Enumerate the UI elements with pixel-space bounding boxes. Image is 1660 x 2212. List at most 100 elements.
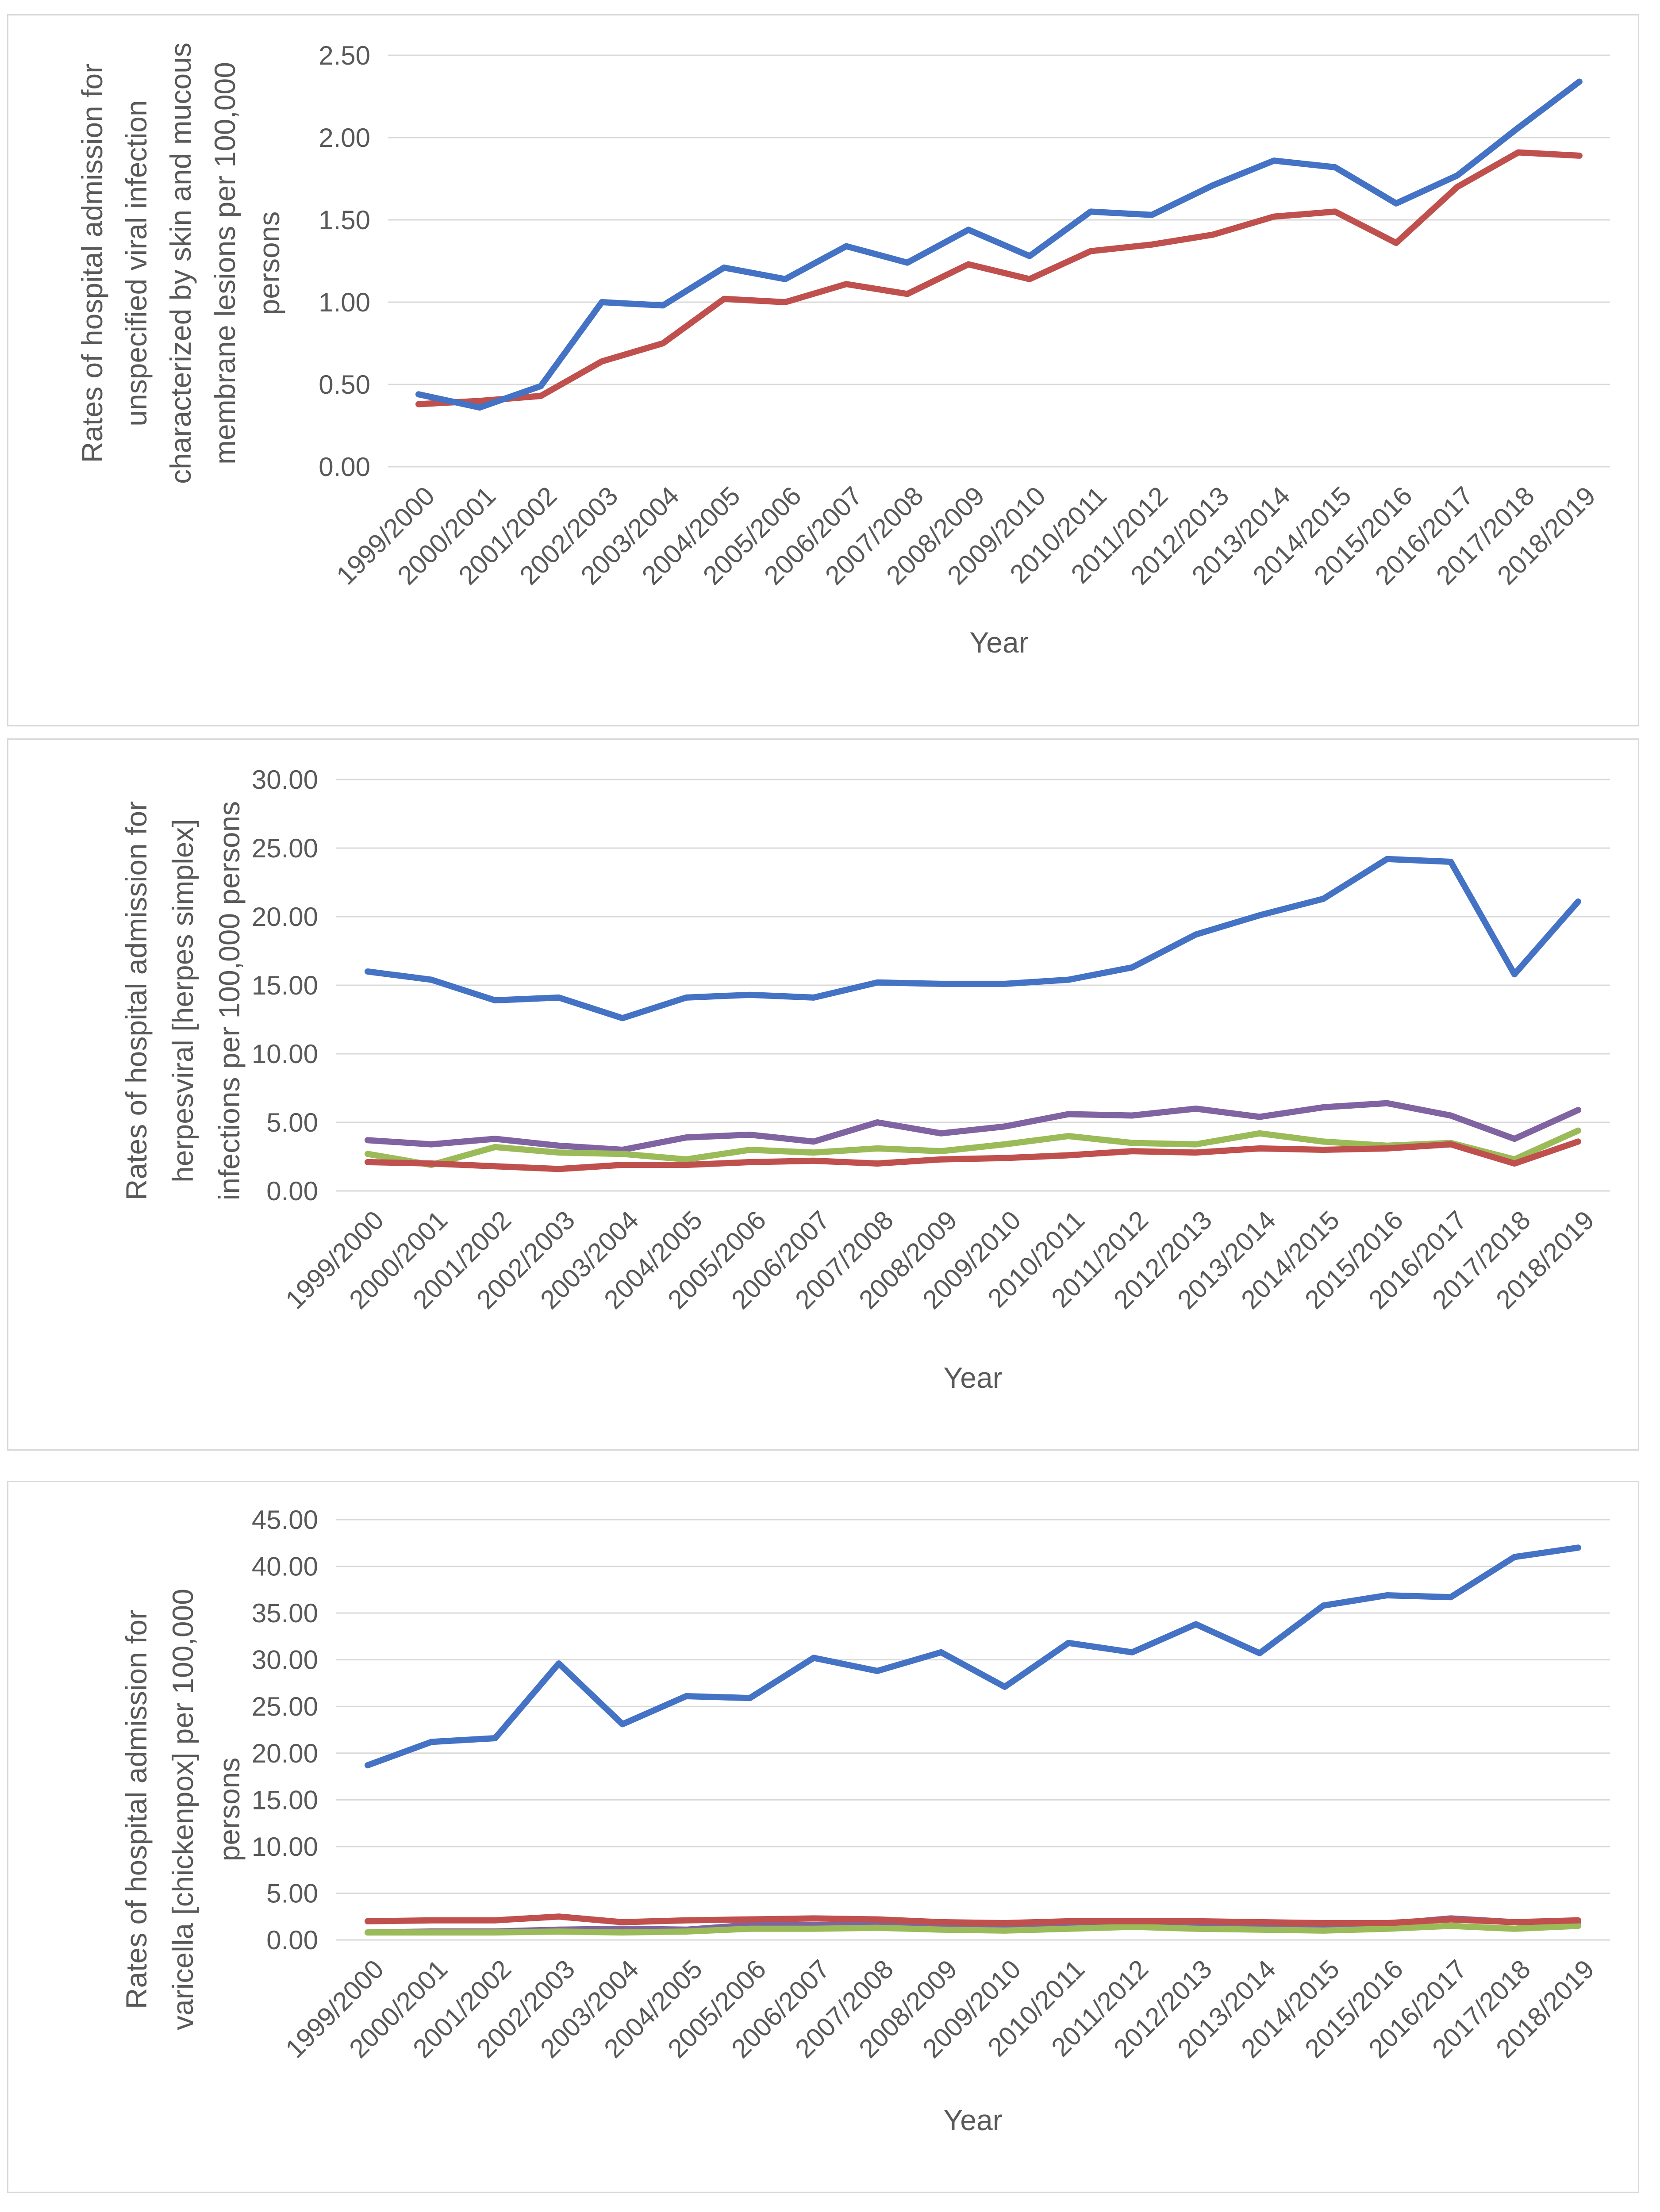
chart-2-series-purple-point	[621, 1148, 624, 1151]
chart-2-series-purple-point	[940, 1132, 942, 1135]
chart-2-series-purple-point	[876, 1121, 879, 1124]
chart-1-series-blue-point	[417, 393, 420, 396]
chart-2-series-red-point	[621, 1164, 624, 1167]
chart-3-y-tick-label: 25.00	[252, 1692, 318, 1721]
chart-3-series-blue-point	[1577, 1546, 1579, 1549]
chart-2-y-tick-label: 5.00	[266, 1108, 318, 1137]
chart-3-series-green-point	[366, 1931, 369, 1934]
chart-2-series-purple-point	[685, 1136, 688, 1139]
chart-2-series-purple-point	[557, 1144, 560, 1147]
chart-3-y-axis-title-line: persons	[213, 1758, 246, 1862]
chart-2-series-red-point	[1067, 1154, 1070, 1157]
chart-3-series-green-point	[1449, 1924, 1452, 1928]
chart-2-series-blue-point	[1386, 857, 1388, 860]
chart-2-series-red-point	[1131, 1150, 1134, 1153]
chart-3-series-red-point	[1067, 1920, 1070, 1923]
chart-2-series-blue-point	[876, 981, 879, 984]
chart-2-y-tick-label: 15.00	[252, 971, 318, 1000]
chart-1-series-red-point	[1150, 243, 1153, 246]
chart-3-series-blue-point	[1513, 1555, 1516, 1559]
chart-3-series-green-point	[1131, 1925, 1134, 1928]
chart-1-series-red-point	[1456, 185, 1459, 188]
chart-1-series-blue-point	[600, 301, 603, 303]
chart-2-series-red-point	[1577, 1140, 1579, 1143]
chart-3-series-green-point	[685, 1930, 688, 1933]
chart-1-series-blue-point	[1395, 202, 1398, 205]
chart-1-series-red-point	[1089, 250, 1092, 253]
chart-3-series-blue-point	[366, 1764, 369, 1767]
chart-2-series-green-point	[1131, 1141, 1134, 1144]
chart-2-series-purple-line	[365, 1100, 1581, 1153]
chart-2-series-red-point	[940, 1158, 942, 1161]
chart-3-y-tick-label: 30.00	[252, 1645, 318, 1675]
chart-2-series-green-point	[1322, 1140, 1325, 1143]
chart-3-series-red-point	[1258, 1920, 1261, 1924]
chart-3-series-green-point	[1003, 1929, 1006, 1932]
chart-3-series-green-point	[876, 1926, 879, 1929]
chart-3-series-red-point	[1449, 1918, 1452, 1921]
chart-1-series-blue-point	[1089, 210, 1092, 213]
chart-2-series-green-point	[1195, 1143, 1197, 1146]
chart-1-series-red-point	[784, 301, 787, 303]
chart-3-series-blue-point	[1449, 1596, 1452, 1599]
chart-2-series-blue-point	[366, 970, 369, 973]
chart-2-series-blue-point	[430, 978, 433, 981]
chart-1-series-blue-point	[1333, 165, 1337, 169]
chart-2-series-green-point	[812, 1151, 815, 1154]
chart-1-series-blue-point	[1150, 213, 1153, 216]
chart-3-series-red-point	[1195, 1920, 1197, 1923]
chart-3-series-red-point	[1131, 1920, 1134, 1923]
chart-3-series-red-point	[1513, 1920, 1516, 1924]
chart-3-series-blue-point	[1003, 1685, 1006, 1688]
chart-2-series-green-point	[876, 1147, 879, 1150]
chart-2-series-blue-point	[1258, 914, 1261, 917]
chart-3-y-tick-label: 0.00	[266, 1925, 318, 1955]
chart-1-series-blue-point	[845, 245, 848, 248]
chart-2-y-axis-title-line: herpesviral [herpes simplex]	[166, 819, 199, 1183]
chart-3-series-green-line	[365, 1923, 1581, 1936]
chart-1-series-red-point	[1028, 277, 1031, 280]
chart-2-series-red-point	[1449, 1143, 1452, 1146]
chart-3-series-green-point	[621, 1931, 624, 1934]
chart-2-series-blue-line	[365, 856, 1581, 1022]
chart-2-series-blue-point	[749, 993, 751, 996]
chart-3-series-green-point	[557, 1930, 560, 1933]
chart-3-series-green-point	[494, 1931, 496, 1934]
chart-3-series-green-point	[1067, 1927, 1070, 1930]
chart-1-series-red-point	[1333, 210, 1337, 213]
chart-2-series-green-point	[1003, 1143, 1006, 1146]
chart-3-series-green-point	[1513, 1927, 1516, 1930]
chart-2-series-red-point	[749, 1160, 751, 1164]
chart-1-series-blue-point	[784, 277, 787, 280]
chart-2-y-tick-label: 25.00	[252, 833, 318, 863]
chart-3-y-tick-label: 10.00	[252, 1832, 318, 1862]
chart-1-y-axis-title-line: persons	[253, 211, 285, 315]
chart-1-series-blue-point	[1517, 126, 1520, 129]
chart-3-series-blue-point	[1258, 1651, 1261, 1655]
chart-2-series-blue-point	[1449, 860, 1452, 863]
chart-3-series-red-point	[1003, 1922, 1006, 1924]
chart-2-series-green-point	[940, 1150, 942, 1153]
chart-1-svg: 0.000.501.001.502.002.501999/20002000/20…	[76, 41, 1610, 659]
chart-3-series-red-point	[430, 1919, 433, 1922]
chart-3-series-green-point	[1386, 1927, 1388, 1930]
chart-1-series-blue-point	[967, 228, 970, 231]
chart-2-series-red-line	[365, 1138, 1581, 1172]
chart-1-series-red-point	[967, 263, 970, 266]
chart-2-series-green-point	[1067, 1135, 1070, 1137]
chart-2-series-red-point	[1003, 1156, 1006, 1160]
chart-1-y-tick-label: 2.50	[319, 41, 370, 70]
chart-3-series-blue-point	[1131, 1651, 1134, 1654]
chart-1-series-blue-point	[1211, 184, 1214, 187]
chart-2-series-purple-point	[1195, 1107, 1197, 1110]
chart-2-series-purple-point	[1513, 1137, 1516, 1141]
chart-3-series-blue-point	[1386, 1594, 1388, 1597]
chart-panel-2: 0.00 5.00 10.00 15.00 20.00 25.00 30.00 1999/20…	[7, 738, 1639, 1451]
chart-2-y-axis-title-line: infections per 100,000 persons	[213, 801, 246, 1201]
chart-1-series-red-point	[661, 342, 665, 345]
chart-1-series-red-point	[1272, 215, 1276, 218]
chart-1-series-blue-point	[906, 261, 909, 264]
chart-3-series-green-point	[1322, 1929, 1325, 1932]
chart-3-series-blue-point	[876, 1670, 879, 1672]
chart-1-y-tick-label: 0.00	[319, 452, 370, 482]
